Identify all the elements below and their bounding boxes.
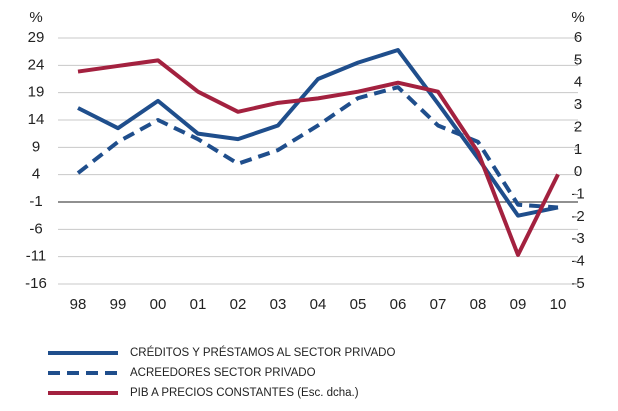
legend-label: PIB A PRECIOS CONSTANTES (Esc. dcha.) — [130, 387, 359, 399]
y2-tick-label: -2 — [571, 208, 584, 225]
x-tick-label: 04 — [310, 296, 327, 313]
legend-label: CRÉDITOS Y PRÉSTAMOS AL SECTOR PRIVADO — [130, 346, 395, 359]
y2-tick-label: 6 — [574, 29, 582, 46]
series-line — [77, 48, 559, 218]
y-tick-label: -16 — [25, 275, 47, 292]
y2-tick-label: 4 — [574, 74, 582, 91]
y-tick-label: 9 — [32, 138, 40, 155]
y2-tick-label: 1 — [574, 141, 582, 158]
series-line — [76, 85, 559, 210]
y-tick-label: -11 — [26, 248, 47, 265]
y2-tick-label: 3 — [574, 96, 582, 113]
y2-unit: % — [571, 9, 584, 26]
y-tick-label: 29 — [28, 29, 45, 46]
y2-tick-label: 0 — [574, 163, 582, 180]
x-tick-label: 10 — [550, 296, 567, 313]
y-tick-label: 24 — [28, 56, 45, 73]
x-tick-label: 03 — [270, 296, 287, 313]
y2-tick-label: -5 — [571, 275, 584, 292]
y-tick-label: -1 — [29, 193, 42, 210]
y-tick-label: 19 — [28, 84, 45, 101]
x-tick-label: 09 — [510, 296, 527, 313]
x-tick-label: 08 — [470, 296, 487, 313]
y-tick-label: 14 — [28, 111, 45, 128]
x-tick-label: 07 — [430, 296, 447, 313]
x-tick-label: 05 — [350, 296, 367, 313]
y2-tick-label: -1 — [571, 186, 584, 203]
x-tick-label: 02 — [230, 296, 247, 313]
legend-label: ACREEDORES SECTOR PRIVADO — [130, 367, 316, 379]
y-tick-label: -6 — [29, 220, 42, 237]
x-tick-label: 98 — [70, 296, 87, 313]
x-tick-label: 99 — [110, 296, 127, 313]
x-tick-label: 00 — [150, 296, 167, 313]
y-tick-label: 4 — [32, 166, 40, 183]
y2-tick-label: -4 — [571, 253, 584, 270]
series-line — [77, 58, 560, 257]
y2-tick-label: 5 — [574, 51, 582, 68]
y2-tick-label: -3 — [571, 230, 584, 247]
x-tick-label: 01 — [190, 296, 207, 313]
y-unit: % — [29, 9, 42, 26]
y2-tick-label: 2 — [574, 118, 582, 135]
x-tick-label: 06 — [390, 296, 407, 313]
